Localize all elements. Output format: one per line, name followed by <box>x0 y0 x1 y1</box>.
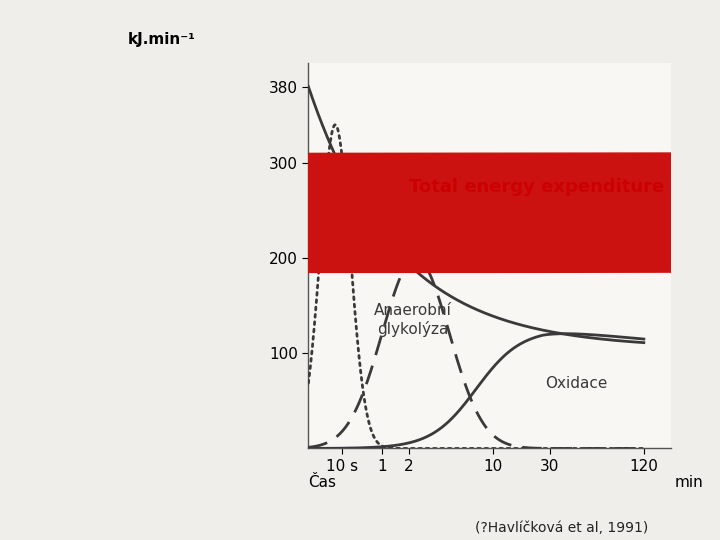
Text: Total energy expenditure: Total energy expenditure <box>409 178 664 195</box>
Text: (?Havlíčková et al, 1991): (?Havlíčková et al, 1991) <box>474 521 648 535</box>
Text: kJ.min⁻¹: kJ.min⁻¹ <box>127 32 195 48</box>
FancyArrow shape <box>0 153 720 273</box>
Text: min: min <box>675 476 703 490</box>
Text: Čas: Čas <box>308 476 336 490</box>
Text: ATP
CP: ATP CP <box>327 224 365 263</box>
Text: Anaerobní
glykolýza: Anaerobní glykolýza <box>374 303 451 337</box>
Text: Oxidace: Oxidace <box>546 376 608 392</box>
